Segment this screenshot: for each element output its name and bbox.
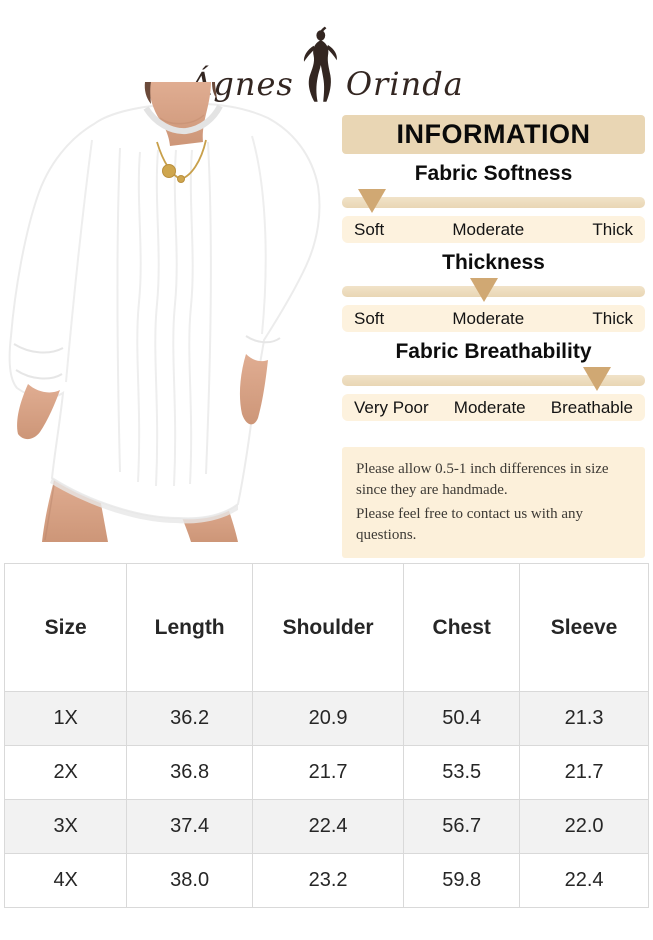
table-header-cell: Length	[126, 563, 253, 692]
table-cell: 4X	[3, 853, 128, 908]
scale-label: Moderate	[452, 219, 525, 239]
table-cell: 2X	[3, 745, 128, 800]
woman-silhouette-icon	[303, 26, 337, 102]
table-cell: 23.2	[251, 853, 405, 908]
table-header-cell: Shoulder	[251, 563, 405, 692]
scale-label: Thick	[592, 308, 633, 328]
scale-title: Fabric Breathability	[395, 340, 592, 363]
table-row: 2X 36.8 21.7 53.5 21.7	[3, 745, 649, 800]
table-cell: 22.0	[519, 799, 649, 854]
note-line: Please feel free to contact us with any …	[356, 505, 583, 543]
table-cell: 56.7	[403, 799, 521, 854]
scale-label: Moderate	[453, 397, 526, 417]
scale-section: Fabric Breathability Very Poor Moderate Bre…	[342, 337, 645, 421]
table-cell: 1X	[3, 691, 128, 746]
brand-logo: Ágnes Orinda	[0, 22, 653, 108]
size-chart-table: Size Length Shoulder Chest Sleeve 1X 36.2 20.9…	[3, 563, 649, 908]
scale-label: Soft	[354, 308, 385, 328]
table-cell: 36.2	[126, 691, 253, 746]
scale-track	[342, 366, 645, 392]
scale-track	[342, 188, 645, 214]
product-photo	[8, 82, 321, 542]
scale-track	[342, 277, 645, 303]
scale-section: Thickness Soft Moderate Thick	[342, 248, 645, 332]
table-cell: 59.8	[403, 853, 521, 908]
scale-section: Fabric Softness Soft Moderate Thick	[342, 159, 645, 243]
info-header: INFORMATION	[342, 115, 645, 154]
scale-label: Very Poor	[354, 397, 429, 417]
scale-title: Thickness	[442, 251, 545, 274]
table-cell: 50.4	[403, 691, 521, 746]
table-cell: 37.4	[126, 799, 253, 854]
scale-bar	[342, 197, 645, 208]
table-row: 1X 36.2 20.9 50.4 21.3	[3, 691, 649, 746]
table-cell: 22.4	[519, 853, 649, 908]
slider-marker-icon	[470, 278, 499, 302]
scale-labels: Soft Moderate Thick	[342, 216, 645, 243]
scale-labels: Very Poor Moderate Breathable	[342, 394, 645, 421]
table-cell: 3X	[3, 799, 128, 854]
table-header-cell: Chest	[403, 563, 521, 692]
scales: Fabric Softness Soft Moderate Thick Thicknes…	[342, 159, 645, 421]
table-row: 3X 37.4 22.4 56.7 22.0	[3, 799, 649, 854]
table-cell: 20.9	[251, 691, 405, 746]
table-header-row: Size Length Shoulder Chest Sleeve	[3, 563, 649, 692]
table-header-cell: Size	[3, 563, 128, 692]
table-cell: 21.3	[519, 691, 649, 746]
note-line: Please allow 0.5-1 inch differences in s…	[356, 461, 609, 499]
table-cell: 36.8	[126, 745, 253, 800]
table-cell: 21.7	[519, 745, 649, 800]
scale-bar	[342, 375, 645, 386]
scale-title: Fabric Softness	[414, 162, 573, 185]
table-cell: 38.0	[126, 853, 253, 908]
info-panel: INFORMATION Fabric Softness Soft Moderate T…	[342, 115, 645, 559]
table-header-cell: Sleeve	[519, 563, 649, 692]
scale-label: Thick	[592, 219, 633, 239]
table-row: 4X 38.0 23.2 59.8 22.4	[3, 853, 649, 908]
slider-marker-icon	[582, 367, 611, 391]
scale-labels: Soft Moderate Thick	[342, 305, 645, 332]
handmade-note: Please allow 0.5-1 inch differences in s…	[342, 447, 645, 559]
table-cell: 21.7	[251, 745, 405, 800]
table-cell: 53.5	[403, 745, 521, 800]
scale-label: Breathable	[550, 397, 633, 417]
brand-name-right: Orinda	[345, 65, 464, 103]
scale-label: Moderate	[452, 308, 525, 328]
scale-label: Soft	[354, 219, 385, 239]
slider-marker-icon	[358, 189, 387, 213]
table-cell: 22.4	[251, 799, 405, 854]
